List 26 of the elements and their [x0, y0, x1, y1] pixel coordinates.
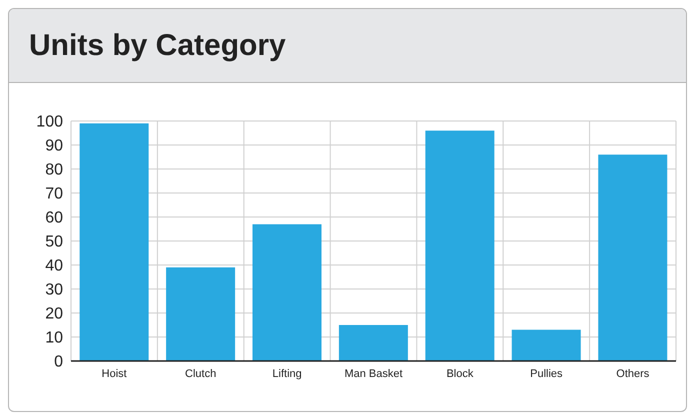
x-tick-label: Clutch: [185, 368, 216, 380]
y-tick-label: 30: [45, 282, 64, 299]
y-tick-label: 20: [45, 306, 64, 323]
bar: [512, 330, 581, 361]
y-tick-label: 70: [45, 186, 64, 203]
x-tick-label: Lifting: [272, 368, 302, 380]
bar: [252, 224, 322, 361]
y-tick-label: 80: [45, 162, 64, 179]
y-tick-label: 90: [45, 138, 64, 155]
x-tick-label: Block: [446, 368, 474, 380]
x-tick-label: Others: [616, 368, 650, 380]
y-tick-label: 100: [36, 114, 64, 131]
bar: [425, 130, 494, 361]
chart-title: Units by Category: [29, 28, 286, 62]
bar: [80, 123, 149, 361]
bar: [166, 267, 236, 361]
y-tick-label: 60: [45, 210, 64, 227]
x-tick-label: Pullies: [530, 368, 564, 380]
bar: [338, 325, 408, 361]
x-tick-label: Man Basket: [344, 368, 403, 380]
y-tick-label: 50: [45, 234, 64, 251]
bar: [598, 154, 668, 361]
y-tick-label: 40: [45, 258, 64, 275]
y-tick-label: 10: [45, 330, 64, 347]
y-tick-label: 0: [54, 354, 64, 371]
x-tick-label: Hoist: [102, 368, 127, 380]
